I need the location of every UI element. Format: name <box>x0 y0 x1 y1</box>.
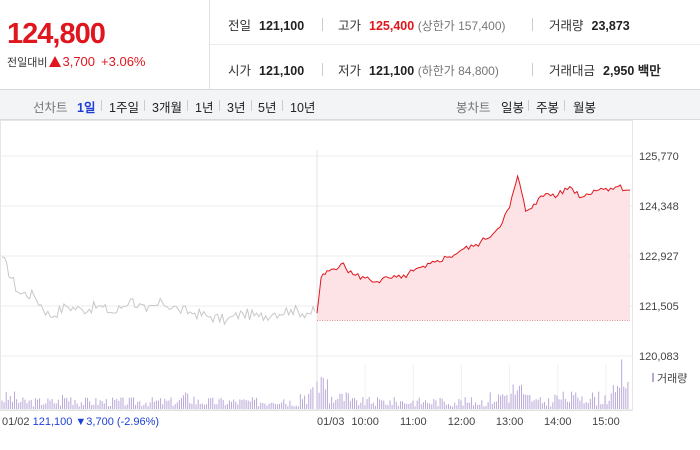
tab-10y[interactable]: 10년 <box>290 101 316 115</box>
line-chart-label: 선차트 <box>33 101 68 115</box>
volume-legend-swatch <box>652 373 654 382</box>
change-percent: +3.06% <box>101 54 146 69</box>
current-price-box: 124,800 전일대비 3,700 +3.06% <box>0 0 210 89</box>
tab-3m[interactable]: 3개월 <box>152 101 182 115</box>
y-tick-label: 124,348 <box>639 201 679 213</box>
stat-open: 시가 121,100 <box>228 64 305 78</box>
y-tick-label: 125,770 <box>639 151 679 163</box>
y-tick-label: 122,927 <box>639 251 679 263</box>
x-tick-label: 13:00 <box>496 416 524 428</box>
change-label: 전일대비 <box>7 57 48 69</box>
x-tick-label: 14:00 <box>544 416 572 428</box>
tab-1y[interactable]: 1년 <box>195 101 214 115</box>
stat-volume: 거래량 23,873 <box>549 19 630 33</box>
up-triangle-icon <box>49 56 62 67</box>
tab-1d[interactable]: 1일 <box>77 101 96 115</box>
prev-session-line <box>1 256 316 326</box>
stat-turnover: 거래대금 2,950 백만 <box>549 64 661 78</box>
tab-3y[interactable]: 3년 <box>227 101 246 115</box>
tab-5y[interactable]: 5년 <box>258 101 277 115</box>
tab-monthly[interactable]: 월봉 <box>573 101 597 115</box>
tab-daily[interactable]: 일봉 <box>501 101 525 115</box>
x-tick-label: 01/03 <box>317 416 345 428</box>
current-session-area <box>317 176 630 321</box>
y-tick-label: 120,083 <box>639 351 679 363</box>
tab-1w[interactable]: 1주일 <box>109 101 139 115</box>
current-session-line <box>316 174 631 314</box>
quote-stats: 전일 121,100 고가 125,400 (상한가 157,400) 거래량 23,… <box>210 0 700 89</box>
x-tick-label: 12:00 <box>448 416 476 428</box>
tab-weekly[interactable]: 주봉 <box>536 101 560 115</box>
x-tick-label: 15:00 <box>592 416 620 428</box>
x-tick-label: 10:00 <box>351 416 379 428</box>
current-price: 124,800 <box>7 18 106 50</box>
stat-prev-close: 전일 121,100 <box>228 19 305 33</box>
candle-chart-label: 봉차트 <box>456 101 491 115</box>
chart-tabs: 선차트 1일 1주일 3개월 1년 3년 5년 10년 봉차트 일봉 주봉 월봉 <box>0 90 700 120</box>
y-tick-label: 121,505 <box>639 301 679 313</box>
stat-high: 고가 125,400 (상한가 157,400) <box>338 19 506 33</box>
x-tick-label: 11:00 <box>400 416 427 428</box>
stat-low: 저가 121,100 (하한가 84,800) <box>338 64 499 78</box>
volume-legend-label: 거래량 <box>657 372 687 385</box>
prev-session-caption: 01/02 121,100 ▼3,700 (-2.96%) <box>2 416 159 428</box>
change-amount: 3,700 <box>62 54 96 69</box>
quote-header: 124,800 전일대비 3,700 +3.06% 전일 121,100 고가 125,… <box>0 0 700 90</box>
price-change: 전일대비 3,700 +3.06% <box>7 54 145 70</box>
